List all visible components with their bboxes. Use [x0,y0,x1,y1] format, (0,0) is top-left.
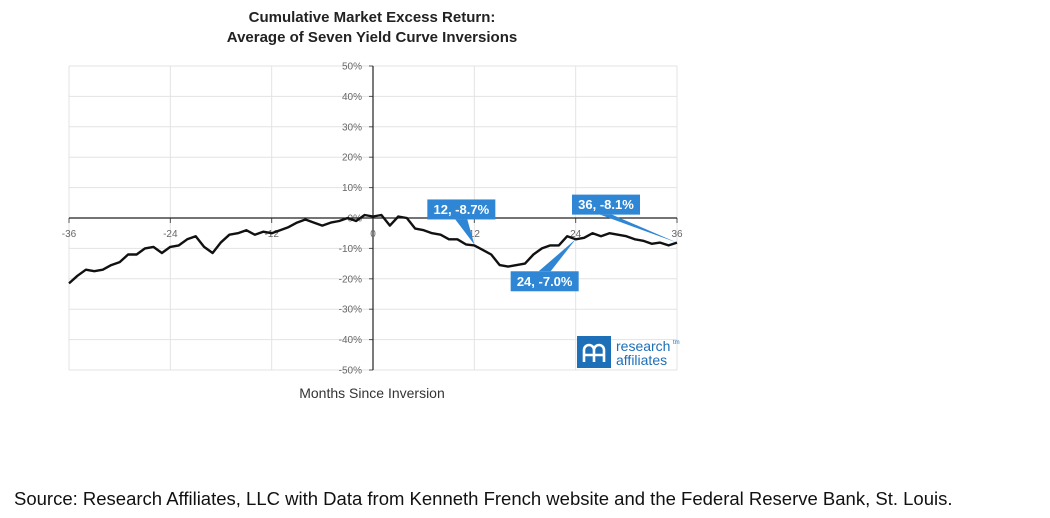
chart-title: Cumulative Market Excess Return: [248,9,496,26]
y-tick-label: 50% [342,62,362,73]
y-tick-label: -20% [339,274,362,285]
annotation-label: 24, -7.0% [517,274,573,289]
x-tick-label: 24 [570,229,582,240]
x-tick-label: -36 [62,229,77,240]
research-affiliates-logo: research tm affiliates [577,336,680,368]
x-tick-label: 36 [671,229,683,240]
annotation-label: 12, -8.7% [434,202,490,217]
x-tick-label: -24 [163,229,178,240]
y-tick-label: 0% [348,214,363,225]
y-tick-label: -30% [339,305,362,316]
annotation-label: 36, -8.1% [578,197,634,212]
series-line [68,213,678,285]
annotation-callout: 36, -8.1% [572,194,677,243]
x-tick-label: 12 [469,229,481,240]
y-tick-label: -10% [339,244,362,255]
chart-subtitle: Average of Seven Yield Curve Inversions [226,29,518,46]
y-tick-labels: 50% 40% 30% 20% 10% 0% -10% -20% -30% -40% -50% [339,62,362,377]
x-tick-label: -12 [264,229,279,240]
y-tick-label: -40% [339,335,362,346]
x-axis-label: Months Since Inversion [299,385,445,401]
annotation-box [427,199,496,220]
annotation-box [572,194,640,215]
x-tick-label: 0 [370,229,376,240]
annotation-pointer [455,219,475,245]
y-tick-label: 40% [342,92,362,103]
logo-trademark: tm [673,340,680,346]
axes [68,65,678,371]
annotation-callout: 24, -7.0% [510,239,579,292]
y-tick-label: 20% [342,153,362,164]
logo-line-2: affiliates [616,352,667,368]
y-tick-label: 10% [342,183,362,194]
y-tick-label: 30% [342,122,362,133]
annotation-pointer [538,239,576,272]
y-tick-label: -50% [339,366,362,377]
annotations: 12, -8.7% 24, -7.0% 36, -8.1% [427,194,677,292]
annotation-callout: 12, -8.7% [427,199,496,245]
annotation-pointer [600,214,677,243]
annotation-box [510,271,579,292]
logo-line-1: research [616,338,670,354]
source-note: Source: Research Affiliates, LLC with Da… [14,488,953,509]
x-tick-labels: -36 -24 -12 0 12 24 36 [62,229,683,240]
series-group [68,213,678,285]
line-chart: 50% 40% 30% 20% 10% 0% -10% -20% -30% -40% -50% -3… [62,62,683,377]
